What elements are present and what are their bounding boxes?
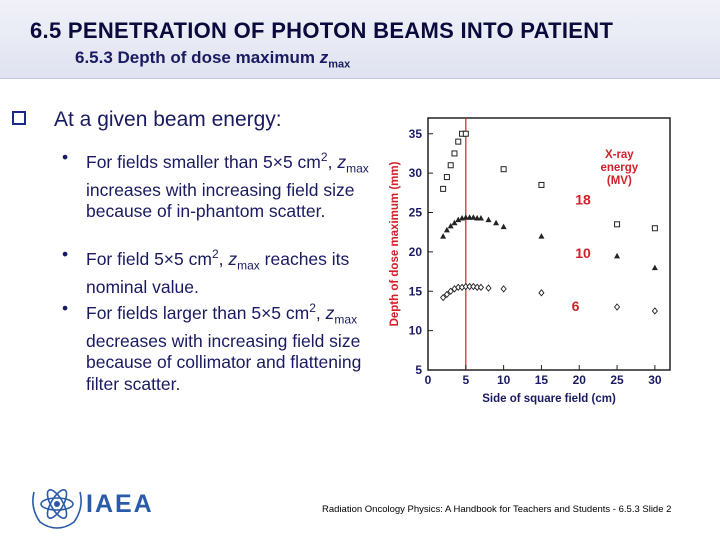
data-point-18mv [500, 166, 507, 173]
data-point-10mv [440, 233, 447, 239]
series-label: 18 [575, 192, 591, 208]
bullet-item: • For fields smaller than 5×5 cm2, zmax … [62, 147, 369, 222]
slide-title: 6.5 PENETRATION OF PHOTON BEAMS INTO PAT… [30, 18, 614, 43]
data-point-18mv [614, 221, 621, 228]
slide-subtitle: 6.5.3 Depth of dose maximum zmax [75, 48, 351, 71]
data-point-6mv [443, 290, 450, 299]
bullet-item: • For field 5×5 cm2, zmax reaches its no… [62, 244, 350, 297]
data-point-10mv [485, 216, 492, 223]
data-point-18mv [447, 162, 454, 169]
slide-header: 6.5 PENETRATION OF PHOTON BEAMS INTO PAT… [0, 0, 720, 79]
y-axis-label: Depth of dose maximum (mm) [389, 161, 401, 326]
data-point-18mv [451, 150, 458, 157]
series-label: 10 [575, 245, 591, 261]
data-point-18mv [455, 138, 462, 145]
x-tick-label: 20 [573, 373, 587, 387]
x-tick-label: 0 [425, 373, 432, 387]
iaea-logo-icon [32, 489, 82, 529]
data-point-10mv [447, 222, 454, 229]
y-tick-label: 5 [415, 363, 422, 377]
x-axis-label: Side of square field (cm) [482, 393, 616, 405]
data-point-18mv [538, 181, 545, 188]
legend-title: energy [600, 162, 638, 174]
data-point-6mv [651, 307, 658, 315]
data-point-6mv [613, 303, 621, 311]
data-point-6mv [500, 285, 507, 293]
y-tick-label: 35 [409, 127, 423, 141]
data-point-10mv [443, 226, 450, 233]
data-point-10mv [500, 223, 507, 230]
data-point-10mv [538, 233, 545, 239]
series-label: 6 [572, 298, 580, 314]
footer-citation: Radiation Oncology Physics: A Handbook f… [322, 504, 672, 515]
x-tick-label: 10 [497, 373, 511, 387]
y-tick-label: 25 [409, 206, 423, 220]
bullet-dot-icon: • [62, 147, 69, 167]
legend-title: (MV) [607, 175, 632, 187]
data-point-18mv [443, 174, 450, 181]
y-tick-label: 15 [409, 284, 423, 298]
data-point-6mv [470, 282, 477, 291]
data-point-10mv [462, 214, 469, 220]
data-point-18mv [462, 130, 469, 137]
data-point-6mv [447, 287, 454, 295]
data-point-10mv [451, 219, 458, 226]
plot-frame [427, 117, 671, 371]
data-point-10mv [474, 215, 481, 221]
checkbox-bullet-icon [12, 111, 26, 125]
data-point-10mv [455, 216, 462, 223]
data-point-10mv [493, 219, 500, 226]
data-point-6mv [485, 284, 492, 292]
data-point-6mv [538, 289, 545, 297]
y-tick-label: 10 [409, 324, 423, 338]
y-tick-label: 30 [409, 166, 423, 180]
bullet-dot-icon: • [62, 244, 69, 264]
y-tick-label: 20 [409, 245, 423, 259]
data-point-10mv [470, 214, 477, 220]
data-point-18mv [651, 225, 658, 232]
x-tick-label: 15 [535, 373, 549, 387]
iaea-logo-text: IAEA [86, 490, 154, 518]
x-tick-label: 5 [462, 373, 469, 387]
data-point-6mv [440, 293, 447, 302]
bullet-dot-icon: • [62, 298, 69, 318]
bullet-item: • For fields larger than 5×5 cm2, zmax d… [62, 298, 362, 394]
x-tick-label: 25 [610, 373, 624, 387]
data-point-6mv [477, 283, 485, 292]
legend-title: X-ray [605, 149, 634, 161]
data-point-10mv [651, 264, 658, 271]
data-point-10mv [477, 215, 484, 221]
data-point-10mv [466, 214, 473, 220]
data-point-18mv [440, 185, 447, 192]
x-tick-label: 30 [648, 373, 662, 387]
main-point: At a given beam energy: [54, 108, 282, 131]
data-point-10mv [614, 252, 621, 259]
